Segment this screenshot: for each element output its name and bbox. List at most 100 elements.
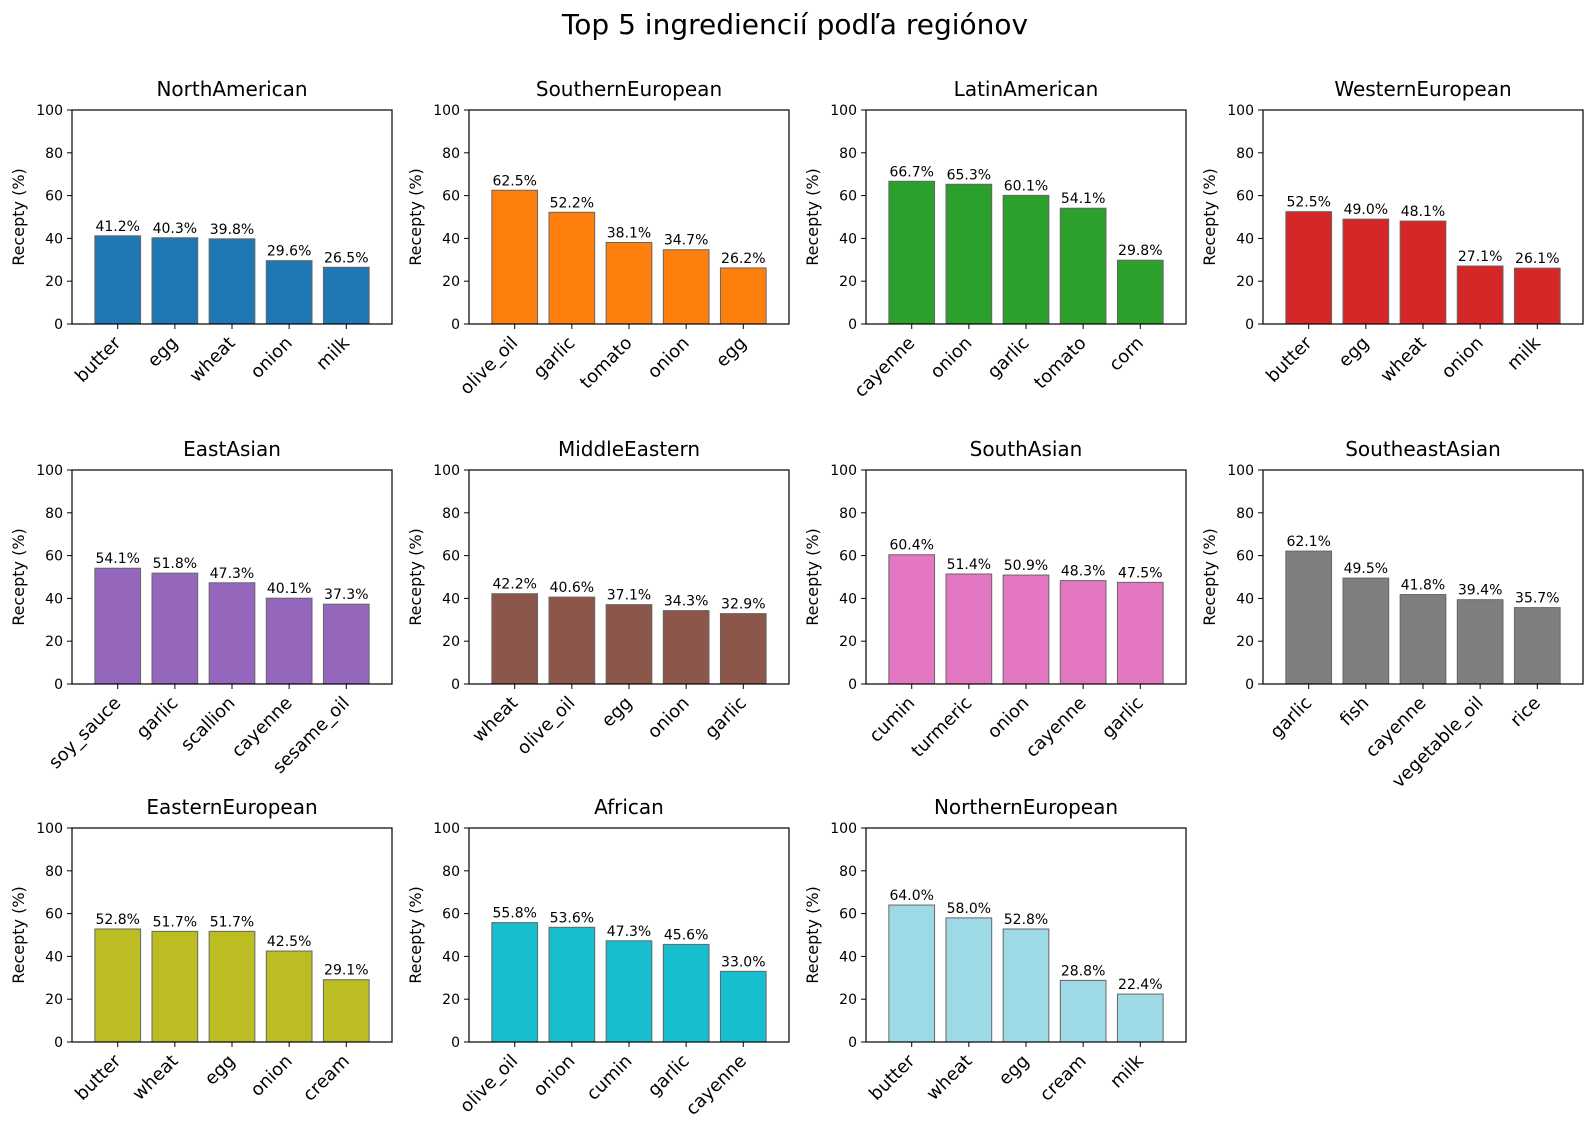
- bar-value-label: 49.5%: [1344, 561, 1388, 577]
- y-tick-label: 60: [839, 907, 857, 923]
- bar-turmeric: [945, 573, 993, 685]
- bar-egg: [208, 930, 256, 1043]
- y-tick-label: 80: [442, 146, 460, 162]
- bar-value-label: 22.4%: [1118, 977, 1162, 993]
- subplot-title: SoutheastAsian: [1345, 437, 1501, 461]
- y-tick-label: 60: [839, 549, 857, 565]
- bar-garlic: [1116, 581, 1164, 685]
- bar-value-label: 64.0%: [889, 888, 933, 904]
- axes-frame: [865, 469, 1187, 685]
- bar-value-label: 33.0%: [721, 954, 765, 970]
- axes-frame: [71, 827, 393, 1043]
- bar-value-label: 65.3%: [947, 167, 991, 183]
- bar-egg: [1002, 928, 1050, 1043]
- bar-value-label: 41.8%: [1401, 578, 1445, 594]
- bar-cream: [322, 979, 370, 1043]
- x-tick-label: garlic: [1266, 693, 1316, 743]
- bar-value-label: 51.7%: [210, 914, 254, 930]
- bar-value-label: 26.2%: [721, 251, 765, 267]
- y-tick-label: 20: [45, 992, 63, 1008]
- y-tick-label: 80: [839, 506, 857, 522]
- bar-olive_oil: [491, 922, 539, 1043]
- subplot-3: WesternEuropean Recepty (%) 0 20 40 60 80 100 52…: [1200, 77, 1584, 387]
- subplot-title: EasternEuropean: [146, 795, 317, 819]
- bar-cayenne: [1059, 580, 1107, 685]
- y-tick-label: 100: [830, 463, 857, 479]
- x-tick-label: butter: [1262, 332, 1316, 386]
- bar-value-label: 40.3%: [153, 221, 197, 237]
- bar-value-label: 55.8%: [492, 906, 536, 922]
- y-tick-label: 40: [45, 949, 63, 965]
- y-axis-label: Recepty (%): [406, 168, 425, 266]
- bar-olive_oil: [548, 596, 596, 685]
- x-tick-label: fish: [1336, 693, 1374, 731]
- x-tick-label: cayenne: [682, 1051, 751, 1120]
- bar-value-label: 28.8%: [1061, 963, 1105, 979]
- bar-value-label: 52.8%: [95, 912, 139, 928]
- y-tick-label: 60: [45, 189, 63, 205]
- bar-cayenne: [719, 970, 767, 1043]
- y-tick-label: 20: [45, 634, 63, 650]
- bar-cayenne: [265, 597, 313, 685]
- x-tick-label: wheat: [922, 1051, 976, 1105]
- bar-wheat: [491, 593, 539, 685]
- bar-fish: [1342, 577, 1390, 685]
- x-tick-label: garlic: [983, 333, 1033, 383]
- x-tick-label: egg: [1335, 333, 1374, 372]
- bar-corn: [1116, 259, 1164, 325]
- y-tick-label: 0: [848, 677, 857, 693]
- y-tick-label: 20: [1236, 274, 1254, 290]
- y-tick-label: 60: [442, 549, 460, 565]
- bar-value-label: 40.6%: [550, 580, 594, 596]
- bar-tomato: [1059, 207, 1107, 325]
- y-tick-label: 100: [830, 103, 857, 119]
- y-tick-label: 100: [830, 821, 857, 837]
- bar-cream: [1059, 979, 1107, 1043]
- y-tick-label: 80: [45, 506, 63, 522]
- y-tick-label: 100: [36, 103, 63, 119]
- x-tick-label: egg: [995, 1051, 1034, 1090]
- bar-value-label: 26.1%: [1515, 251, 1559, 267]
- bar-garlic: [548, 211, 596, 325]
- y-tick-label: 100: [1227, 463, 1254, 479]
- subplot-4: EastAsian Recepty (%) 0 20 40 60 80 100 54.1% soy…: [9, 437, 393, 778]
- y-tick-label: 0: [848, 317, 857, 333]
- y-tick-label: 40: [45, 591, 63, 607]
- bar-value-label: 34.7%: [664, 233, 708, 249]
- bar-value-label: 27.1%: [1458, 249, 1502, 265]
- bar-olive_oil: [491, 189, 539, 325]
- bar-value-label: 50.9%: [1004, 558, 1048, 574]
- bar-milk: [1116, 993, 1164, 1043]
- y-tick-label: 60: [45, 549, 63, 565]
- axes-frame: [468, 827, 790, 1043]
- y-tick-label: 100: [433, 103, 460, 119]
- x-tick-label: corn: [1105, 333, 1148, 376]
- bar-butter: [888, 904, 936, 1043]
- bar-value-label: 42.5%: [267, 934, 311, 950]
- x-tick-label: onion: [247, 1051, 297, 1101]
- bar-value-label: 49.0%: [1344, 202, 1388, 218]
- bar-tomato: [605, 241, 653, 325]
- axes-frame: [865, 827, 1187, 1043]
- x-tick-label: cumin: [865, 693, 919, 747]
- axes-frame: [468, 109, 790, 325]
- y-axis-label: Recepty (%): [9, 528, 28, 626]
- bar-value-label: 52.5%: [1286, 195, 1330, 211]
- axes-frame: [1262, 469, 1584, 685]
- y-tick-label: 80: [442, 864, 460, 880]
- subplot-10: NorthernEuropean Recepty (%) 0 20 40 60 80 100 6…: [803, 795, 1187, 1106]
- bar-value-label: 37.1%: [607, 588, 651, 604]
- y-tick-label: 20: [839, 992, 857, 1008]
- figure-title: Top 5 ingrediencií podľa regiónov: [561, 8, 1028, 41]
- bar-butter: [1285, 211, 1333, 325]
- bar-value-label: 37.3%: [324, 587, 368, 603]
- y-tick-label: 0: [451, 317, 460, 333]
- y-tick-label: 0: [54, 677, 63, 693]
- x-tick-label: turmeric: [907, 693, 976, 762]
- bar-sesame_oil: [322, 603, 370, 685]
- x-tick-label: onion: [1438, 333, 1488, 383]
- y-tick-label: 60: [45, 907, 63, 923]
- y-tick-label: 20: [839, 274, 857, 290]
- subplot-title: SouthAsian: [970, 437, 1083, 461]
